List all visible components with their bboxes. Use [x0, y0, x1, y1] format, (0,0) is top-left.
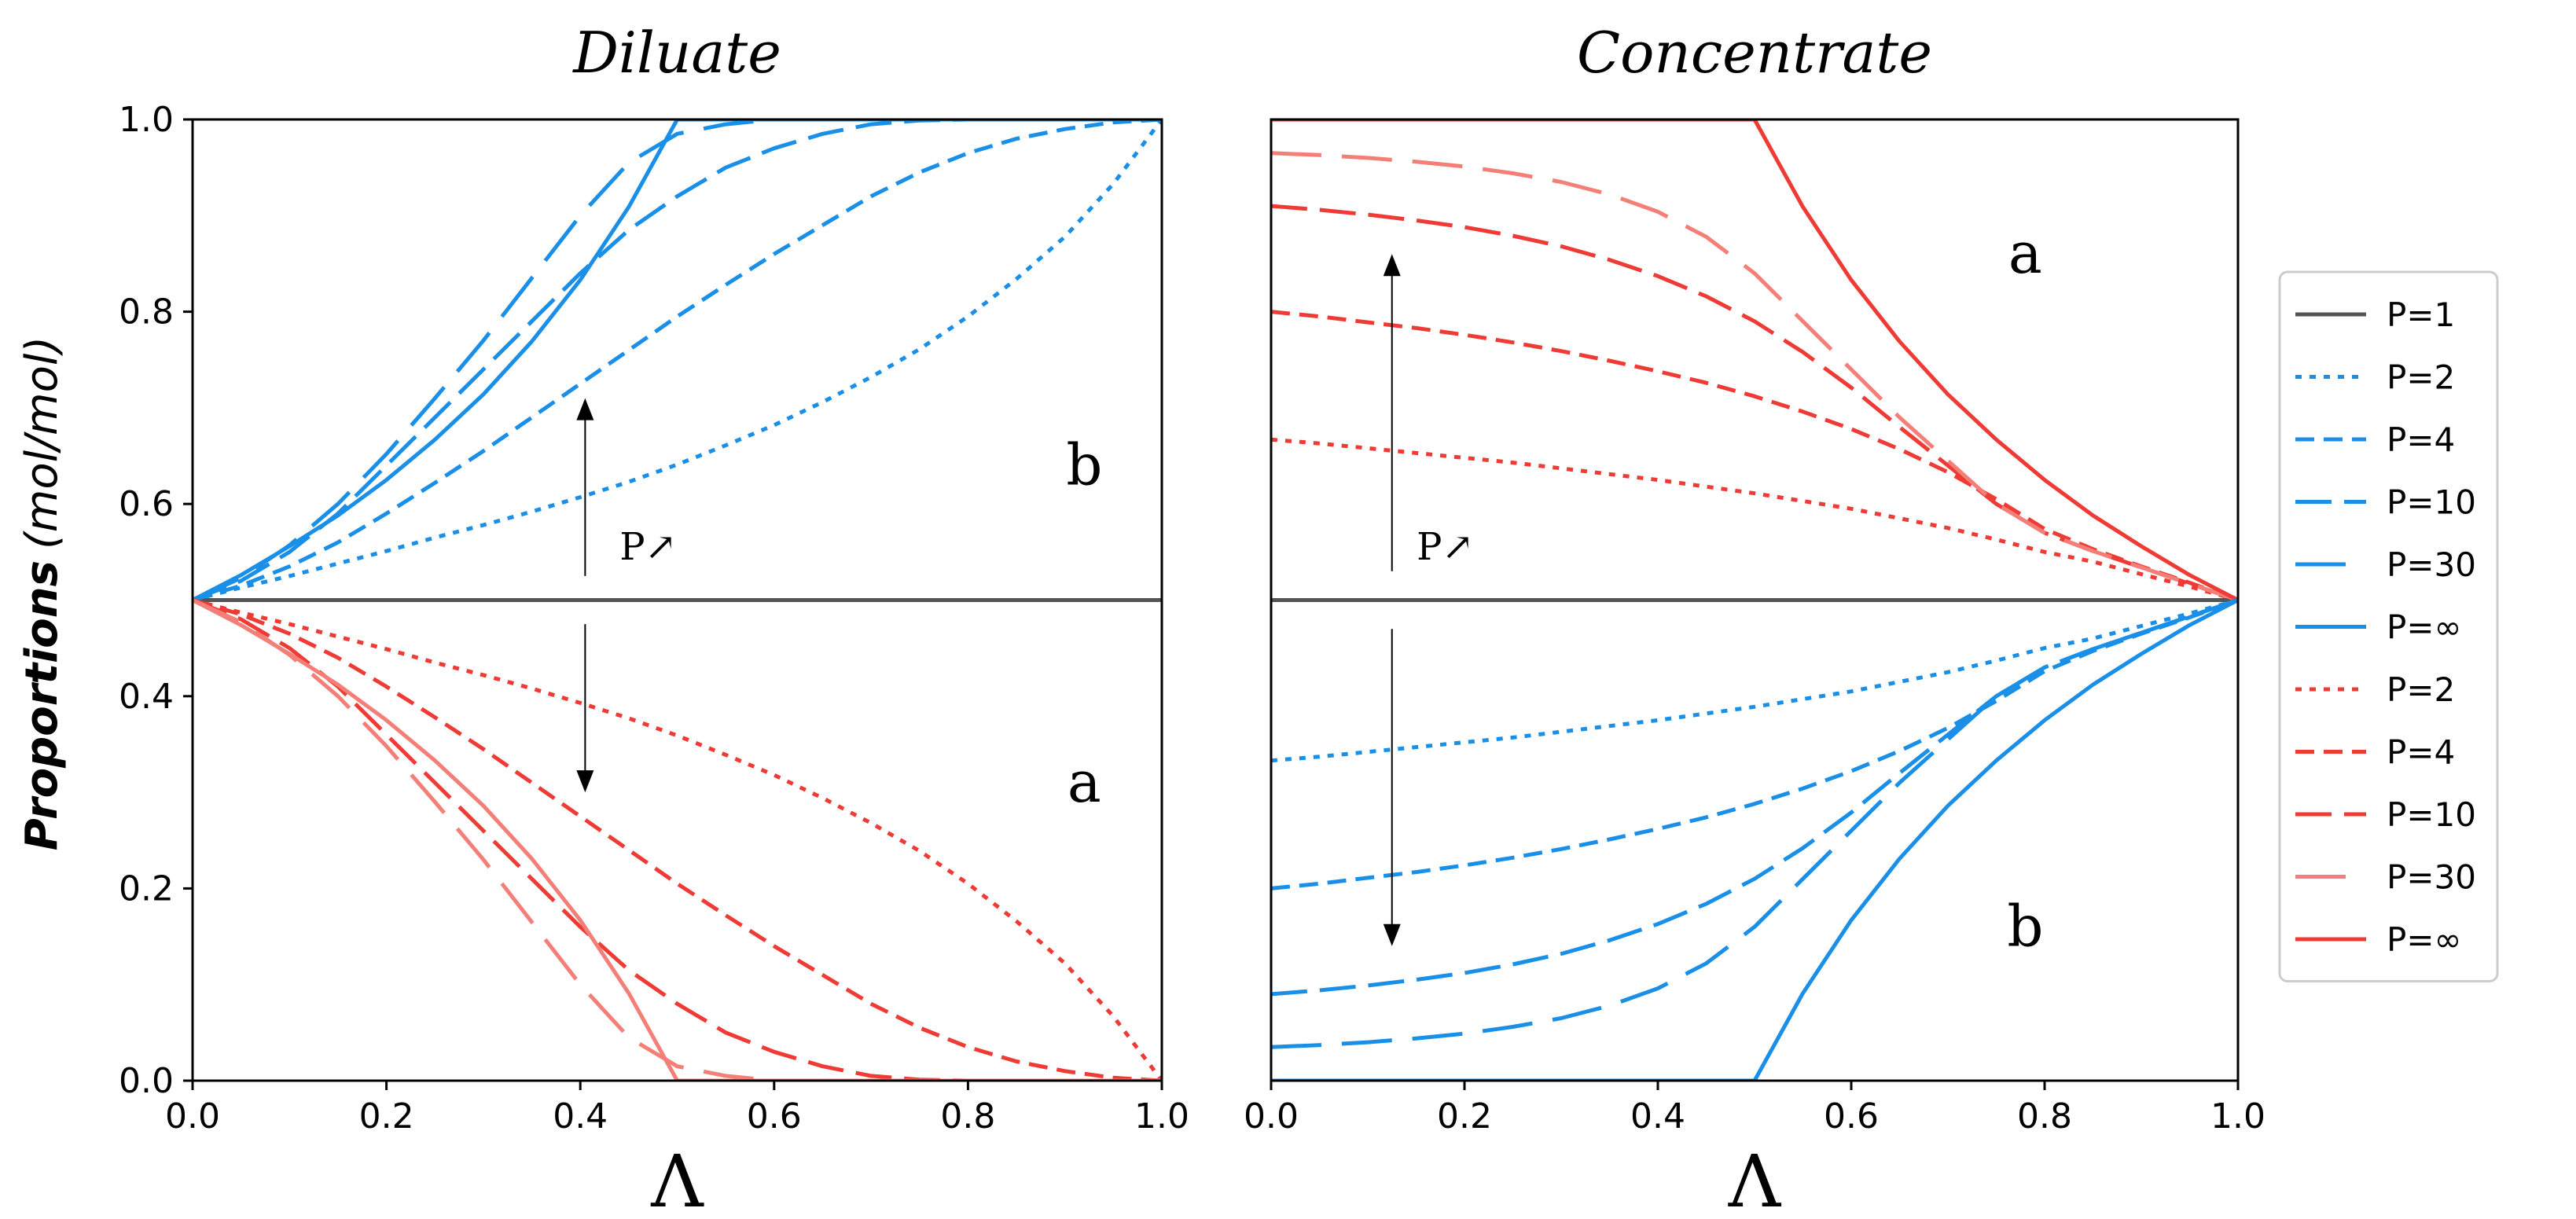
- region-label-b: b: [1066, 431, 1102, 498]
- panel-diluate: 0.0 0.2 0.4 0.6 0.8 1.0 0.0 0.2 0.4 0.6 0.8 1.0 Dilu…: [119, 20, 1189, 1219]
- legend-box: [2278, 270, 2499, 982]
- series-line-p-2-a-: [1271, 437, 2238, 602]
- x-tick-label: 0.0: [165, 1096, 220, 1136]
- series-line-p-30-a-: [193, 598, 1162, 1081]
- x-tick-label: 0.8: [2017, 1096, 2072, 1136]
- x-tick-label: 0.4: [1630, 1096, 1685, 1136]
- series-line-p-2-a-: [193, 598, 1162, 1081]
- y-axis-label-main: Proportions: [17, 560, 68, 850]
- x-tick-label: 0.2: [1437, 1096, 1492, 1136]
- y-axis-label-unit: (mol/mol): [17, 336, 68, 549]
- series-line-p-30-a-: [1271, 151, 2238, 602]
- y-tick-label: 0.0: [119, 1061, 174, 1101]
- legend-label: P=4: [2387, 733, 2455, 772]
- legend-label: P=2: [2387, 670, 2455, 709]
- x-tick-label: 0.8: [940, 1096, 995, 1136]
- series-line-p-10-b-: [1271, 598, 2238, 997]
- series-line-p-b-: [1271, 598, 2238, 1081]
- series-line-p-30-b-: [1271, 598, 2238, 1049]
- trend-arrow-head: [576, 770, 594, 793]
- legend-label: P=1: [2387, 296, 2455, 334]
- series-line-p-4-b-: [1271, 598, 2238, 890]
- y-tick-label: 0.8: [119, 292, 174, 332]
- legend-label: P=10: [2387, 483, 2476, 522]
- x-tick-label: 0.2: [359, 1096, 414, 1136]
- legend-label: P=4: [2387, 420, 2455, 459]
- series-line-p-4-a-: [1271, 310, 2238, 602]
- x-tick-label: 1.0: [1134, 1096, 1189, 1136]
- legend-label: P=2: [2387, 358, 2455, 397]
- trend-arrow-head: [1383, 923, 1401, 946]
- y-tick-label: 0.4: [119, 677, 174, 717]
- x-tick-label: 0.6: [747, 1096, 802, 1136]
- series-line-p-10-b-: [193, 119, 1162, 602]
- trend-label: P↗: [619, 525, 677, 569]
- legend-label: P=∞: [2387, 920, 2462, 959]
- series-line-p-2-b-: [193, 119, 1162, 602]
- series-line-p-10-a-: [193, 598, 1162, 1081]
- series-group: [1271, 119, 2238, 1081]
- x-tick-label: 0.0: [1244, 1096, 1299, 1136]
- trend-arrow-head: [576, 398, 594, 420]
- region-label-a: a: [1068, 749, 1101, 815]
- series-line-p-a-: [193, 598, 1162, 1081]
- x-tick-label: 0.6: [1824, 1096, 1879, 1136]
- region-label-a: a: [2008, 220, 2042, 286]
- plot-frame: [1270, 118, 2240, 1082]
- series-line-p-4-a-: [193, 598, 1162, 1081]
- y-axis-label: Proportions (mol/mol): [17, 336, 68, 851]
- y-tick-label: 0.6: [119, 484, 174, 524]
- series-line-p-30-b-: [193, 119, 1162, 602]
- legend-label: P=30: [2387, 545, 2476, 584]
- x-tick-label: 1.0: [2210, 1096, 2265, 1136]
- series-line-p-4-b-: [193, 119, 1162, 602]
- series-line-p-b-: [193, 119, 1162, 602]
- y-tick-label: 0.2: [119, 868, 174, 909]
- x-tick-label: 0.4: [553, 1096, 608, 1136]
- y-tick-label: 1.0: [119, 100, 174, 140]
- series-group: [193, 119, 1162, 1081]
- legend-label: P=∞: [2387, 608, 2462, 647]
- panel-title: Concentrate: [1577, 20, 1932, 86]
- panel-title: Diluate: [571, 20, 781, 86]
- panel-concentrate: 0.0 0.2 0.4 0.6 0.8 1.0 Concentrate Λa b P↗: [1244, 20, 2265, 1219]
- trend-label: P↗: [1417, 525, 1474, 569]
- legend: P=1 P=2 P=4 P=10 P=30 P=∞ P=2 P=4 P=10 P=30 P=∞: [2278, 270, 2499, 982]
- plot-frame: [191, 118, 1163, 1082]
- legend-label: P=10: [2387, 795, 2476, 834]
- trend-arrow-head: [1383, 254, 1401, 277]
- legend-label: P=30: [2387, 858, 2476, 897]
- region-label-b: b: [2007, 893, 2043, 959]
- x-axis-label: Λ: [650, 1140, 704, 1215]
- series-line-p-a-: [1271, 119, 2238, 602]
- svg-text:Proportions(mol/mol): Proportions (mol/mol): [17, 336, 68, 851]
- series-line-p-2-b-: [1271, 598, 2238, 763]
- x-axis-label: Λ: [1728, 1140, 1782, 1215]
